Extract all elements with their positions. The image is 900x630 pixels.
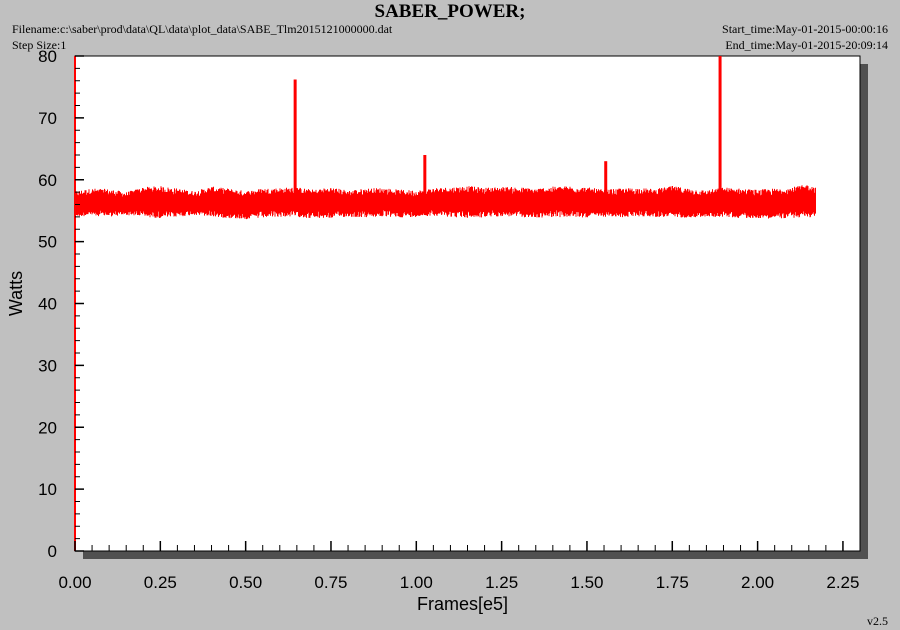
x-tick-label: 1.50	[570, 573, 603, 592]
y-tick-label: 70	[38, 109, 57, 128]
x-tick-label: 0.75	[314, 573, 347, 592]
x-tick-label: 1.25	[485, 573, 518, 592]
y-tick-label: 80	[38, 47, 57, 66]
y-tick-label: 60	[38, 171, 57, 190]
x-tick-label: 2.25	[826, 573, 859, 592]
y-axis-title: Watts	[6, 271, 26, 316]
version-label: v2.5	[867, 614, 888, 628]
step-size-label: Step Size:1	[12, 38, 67, 52]
x-tick-label: 2.00	[741, 573, 774, 592]
x-tick-label: 0.50	[229, 573, 262, 592]
x-tick-label: 1.00	[400, 573, 433, 592]
x-tick-label: 0.25	[144, 573, 177, 592]
end-time-label: End_time:May-01-2015-20:09:14	[725, 38, 888, 52]
x-axis-title: Frames[e5]	[417, 594, 508, 614]
x-tick-label: 0.00	[58, 573, 91, 592]
y-tick-label: 10	[38, 480, 57, 499]
chart-title: SABER_POWER;	[374, 1, 526, 22]
y-tick-label: 20	[38, 418, 57, 437]
axis-layer: 0 10 20 30 40 50 60 70 80 0.00 0.25 0.50 0.75 1.00 1.2…	[38, 47, 859, 592]
filename-label: Filename:c:\saber\prod\data\QL\data\plot…	[12, 22, 393, 36]
y-tick-label: 50	[38, 233, 57, 252]
y-tick-label: 30	[38, 356, 57, 375]
y-tick-label: 0	[48, 542, 57, 561]
y-tick-label: 40	[38, 295, 57, 314]
start-time-label: Start_time:May-01-2015-00:00:16	[722, 22, 888, 36]
plot-area	[74, 55, 861, 552]
x-tick-label: 1.75	[656, 573, 689, 592]
